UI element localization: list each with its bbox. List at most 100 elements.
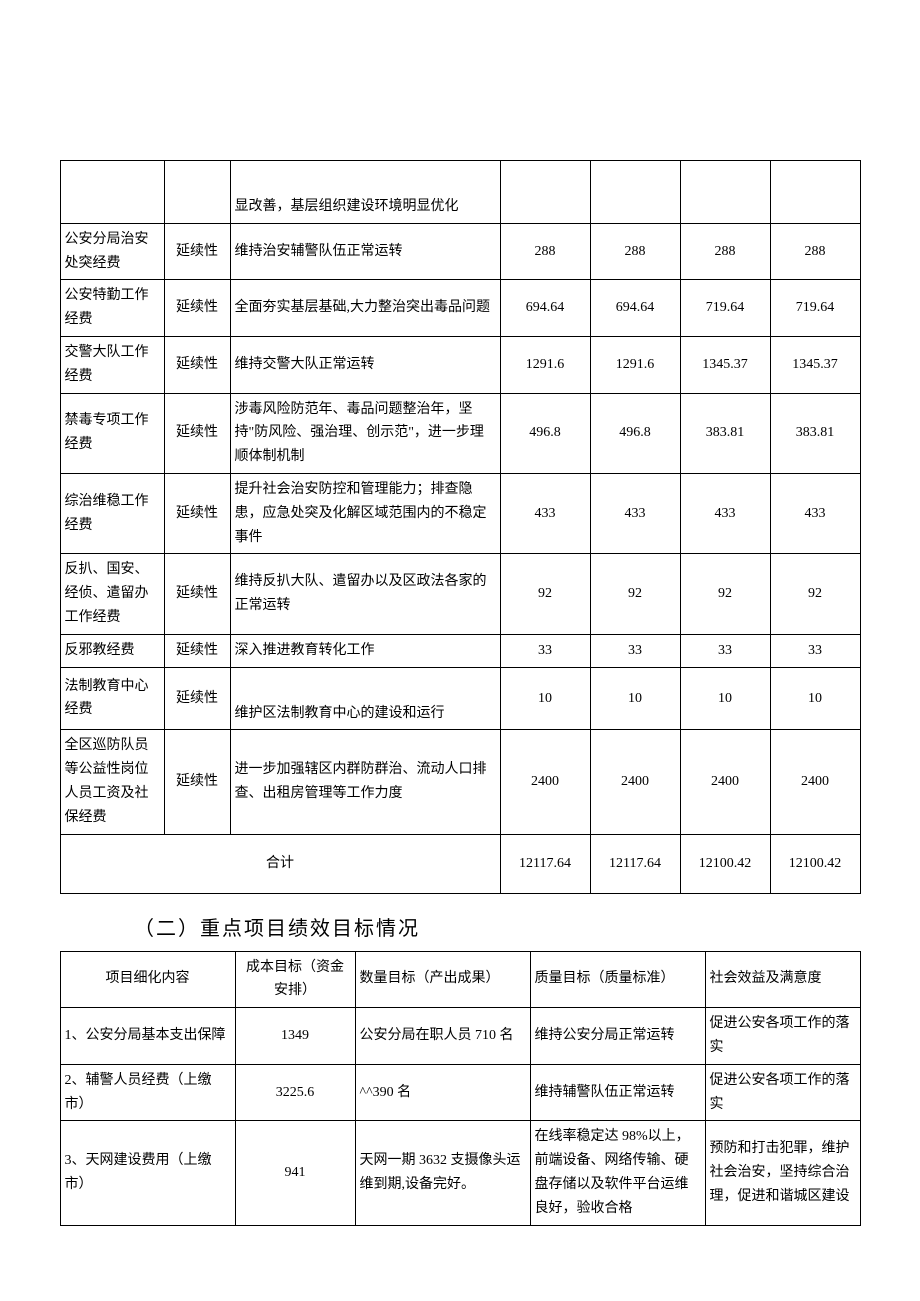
table-cell: 694.64 — [500, 280, 590, 337]
table-cell: 941 — [235, 1121, 355, 1225]
table-row: 反扒、国安、经侦、遣留办工作经费延续性维持反扒大队、遣留办以及区政法各家的正常运… — [60, 554, 860, 634]
table-cell: 在线率稳定达 98%以上，前端设备、网络传输、硬盘存储以及软件平台运维良好，验收… — [530, 1121, 705, 1225]
table-row: 交警大队工作经费延续性维持交警大队正常运转1291.61291.61345.37… — [60, 336, 860, 393]
table-cell: 维护区法制教育中心的建设和运行 — [230, 667, 500, 730]
table-cell: 33 — [770, 634, 860, 667]
table-cell: ^^390 名 — [355, 1064, 530, 1121]
table-cell: 合计 — [60, 834, 500, 893]
table-cell: 288 — [500, 223, 590, 280]
table-cell: 反邪教经费 — [60, 634, 164, 667]
table-header-cell: 项目细化内容 — [60, 951, 235, 1008]
table-cell: 288 — [770, 223, 860, 280]
table-cell: 维持治安辅警队伍正常运转 — [230, 223, 500, 280]
table-cell: 383.81 — [680, 393, 770, 473]
table-row: 全区巡防队员等公益性岗位人员工资及社保经费延续性进一步加强辖区内群防群治、流动人… — [60, 730, 860, 834]
table-cell: 12100.42 — [680, 834, 770, 893]
table-cell: 显改善，基层组织建设环境明显优化 — [230, 161, 500, 224]
table-cell: 433 — [770, 473, 860, 553]
table-cell: 92 — [500, 554, 590, 634]
budget-table: 显改善，基层组织建设环境明显优化公安分局治安处突经费延续性维持治安辅警队伍正常运… — [60, 160, 861, 894]
table-cell: 433 — [680, 473, 770, 553]
table-cell: 延续性 — [164, 336, 230, 393]
table-cell: 公安分局在职人员 710 名 — [355, 1008, 530, 1065]
table-cell — [770, 161, 860, 224]
table-cell: 1、公安分局基本支出保障 — [60, 1008, 235, 1065]
table-cell: 天网一期 3632 支摄像头运维到期,设备完好。 — [355, 1121, 530, 1225]
table-header-row: 项目细化内容成本目标（资金安排）数量目标（产出成果）质量目标（质量标准）社会效益… — [60, 951, 860, 1008]
table-cell: 719.64 — [680, 280, 770, 337]
table-cell: 延续性 — [164, 554, 230, 634]
table-cell: 33 — [680, 634, 770, 667]
table-cell: 延续性 — [164, 223, 230, 280]
table-row: 公安特勤工作经费延续性全面夯实基层基础,大力整治突出毒品问题694.64694.… — [60, 280, 860, 337]
table-cell: 10 — [770, 667, 860, 730]
goal-table: 项目细化内容成本目标（资金安排）数量目标（产出成果）质量目标（质量标准）社会效益… — [60, 951, 861, 1226]
table-header-cell: 数量目标（产出成果） — [355, 951, 530, 1008]
table-cell: 促进公安各项工作的落实 — [705, 1008, 860, 1065]
table-cell: 10 — [500, 667, 590, 730]
table-cell: 92 — [680, 554, 770, 634]
table-row: 公安分局治安处突经费延续性维持治安辅警队伍正常运转288288288288 — [60, 223, 860, 280]
table-row: 综治维稳工作经费延续性提升社会治安防控和管理能力；排查隐患，应急处突及化解区域范… — [60, 473, 860, 553]
table-row: 禁毒专项工作经费延续性涉毒风险防范年、毒品问题整治年，坚持"防风险、强治理、创示… — [60, 393, 860, 473]
table-header-cell: 成本目标（资金安排） — [235, 951, 355, 1008]
table-cell: 维持公安分局正常运转 — [530, 1008, 705, 1065]
table-row: 显改善，基层组织建设环境明显优化 — [60, 161, 860, 224]
table-cell: 288 — [680, 223, 770, 280]
table-cell: 12100.42 — [770, 834, 860, 893]
table-cell: 433 — [590, 473, 680, 553]
table-cell: 3225.6 — [235, 1064, 355, 1121]
table-cell: 延续性 — [164, 730, 230, 834]
table-cell: 1291.6 — [590, 336, 680, 393]
table-cell: 719.64 — [770, 280, 860, 337]
table-cell: 12117.64 — [500, 834, 590, 893]
table-row: 1、公安分局基本支出保障1349公安分局在职人员 710 名维持公安分局正常运转… — [60, 1008, 860, 1065]
table-header-cell: 质量目标（质量标准） — [530, 951, 705, 1008]
table-cell: 92 — [770, 554, 860, 634]
table-cell: 1291.6 — [500, 336, 590, 393]
table-cell: 10 — [590, 667, 680, 730]
table-cell: 延续性 — [164, 667, 230, 730]
table-cell: 公安分局治安处突经费 — [60, 223, 164, 280]
table-cell: 全区巡防队员等公益性岗位人员工资及社保经费 — [60, 730, 164, 834]
table-cell: 预防和打击犯罪，维护社会治安，坚持综合治理，促进和谐城区建设 — [705, 1121, 860, 1225]
table-cell: 法制教育中心经费 — [60, 667, 164, 730]
section-heading: （二）重点项目绩效目标情况 — [60, 912, 860, 941]
table-cell: 496.8 — [590, 393, 680, 473]
table-cell: 288 — [590, 223, 680, 280]
table-row: 反邪教经费延续性深入推进教育转化工作33333333 — [60, 634, 860, 667]
table-row: 2、辅警人员经费（上缴市）3225.6^^390 名维持辅警队伍正常运转促进公安… — [60, 1064, 860, 1121]
table-cell: 延续性 — [164, 634, 230, 667]
table-cell: 维持交警大队正常运转 — [230, 336, 500, 393]
table-cell: 涉毒风险防范年、毒品问题整治年，坚持"防风险、强治理、创示范"，进一步理顺体制机… — [230, 393, 500, 473]
table-cell: 496.8 — [500, 393, 590, 473]
table-cell: 10 — [680, 667, 770, 730]
table-cell: 交警大队工作经费 — [60, 336, 164, 393]
table-cell: 全面夯实基层基础,大力整治突出毒品问题 — [230, 280, 500, 337]
table-cell: 1345.37 — [770, 336, 860, 393]
table-cell: 33 — [590, 634, 680, 667]
table-cell: 进一步加强辖区内群防群治、流动人口排查、出租房管理等工作力度 — [230, 730, 500, 834]
table-total-row: 合计12117.6412117.6412100.4212100.42 — [60, 834, 860, 893]
table-cell — [164, 161, 230, 224]
table-cell: 2400 — [500, 730, 590, 834]
table-cell: 禁毒专项工作经费 — [60, 393, 164, 473]
table-cell: 延续性 — [164, 473, 230, 553]
table-cell: 33 — [500, 634, 590, 667]
table-cell: 1345.37 — [680, 336, 770, 393]
table-cell: 3、天网建设费用（上缴市） — [60, 1121, 235, 1225]
table-row: 3、天网建设费用（上缴市）941天网一期 3632 支摄像头运维到期,设备完好。… — [60, 1121, 860, 1225]
page-container: 显改善，基层组织建设环境明显优化公安分局治安处突经费延续性维持治安辅警队伍正常运… — [0, 0, 920, 1266]
table-cell: 延续性 — [164, 280, 230, 337]
table-cell: 694.64 — [590, 280, 680, 337]
table-cell — [60, 161, 164, 224]
table-cell: 1349 — [235, 1008, 355, 1065]
table-cell — [590, 161, 680, 224]
table-cell: 提升社会治安防控和管理能力；排查隐患，应急处突及化解区域范围内的不稳定事件 — [230, 473, 500, 553]
table-cell: 延续性 — [164, 393, 230, 473]
table-cell — [680, 161, 770, 224]
table-cell: 2400 — [770, 730, 860, 834]
table-cell: 维持反扒大队、遣留办以及区政法各家的正常运转 — [230, 554, 500, 634]
table-cell — [500, 161, 590, 224]
table-cell: 2400 — [680, 730, 770, 834]
